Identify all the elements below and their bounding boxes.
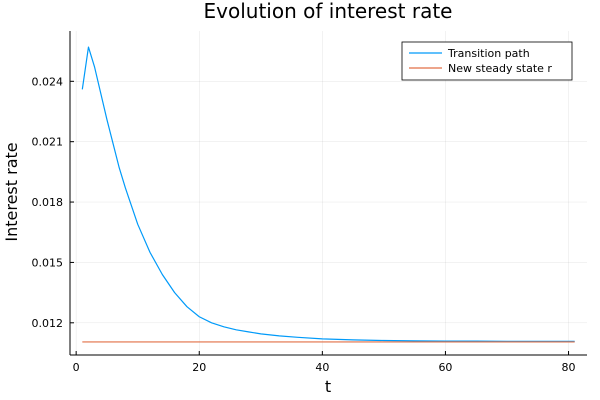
axes — [69, 31, 587, 356]
chart-title: Evolution of interest rate — [204, 0, 453, 23]
series-line-1 — [81, 46, 575, 342]
legend: Transition path New steady state r — [401, 41, 573, 81]
x-tick-label: 60 — [438, 361, 452, 374]
legend-label: New steady state r — [448, 62, 552, 75]
y-tick-label: 0.015 — [32, 256, 64, 269]
y-tick-label: 0.012 — [32, 317, 64, 330]
series-lines — [81, 46, 575, 343]
y-tick-label: 0.024 — [32, 75, 64, 88]
x-tick-label: 20 — [192, 361, 206, 374]
x-axis-ticks: 0 20 40 60 80 — [73, 351, 576, 374]
y-axis-label: Interest rate — [2, 142, 21, 241]
y-tick-label: 0.018 — [32, 196, 64, 209]
x-axis-label: t — [325, 377, 331, 396]
legend-box — [401, 41, 573, 81]
y-axis-ticks: 0.012 0.015 0.018 0.021 0.024 — [32, 75, 74, 330]
x-tick-label: 40 — [315, 361, 329, 374]
y-tick-label: 0.021 — [32, 136, 64, 149]
x-tick-label: 80 — [562, 361, 576, 374]
legend-label: Transition path — [447, 47, 530, 60]
x-tick-label: 0 — [73, 361, 80, 374]
